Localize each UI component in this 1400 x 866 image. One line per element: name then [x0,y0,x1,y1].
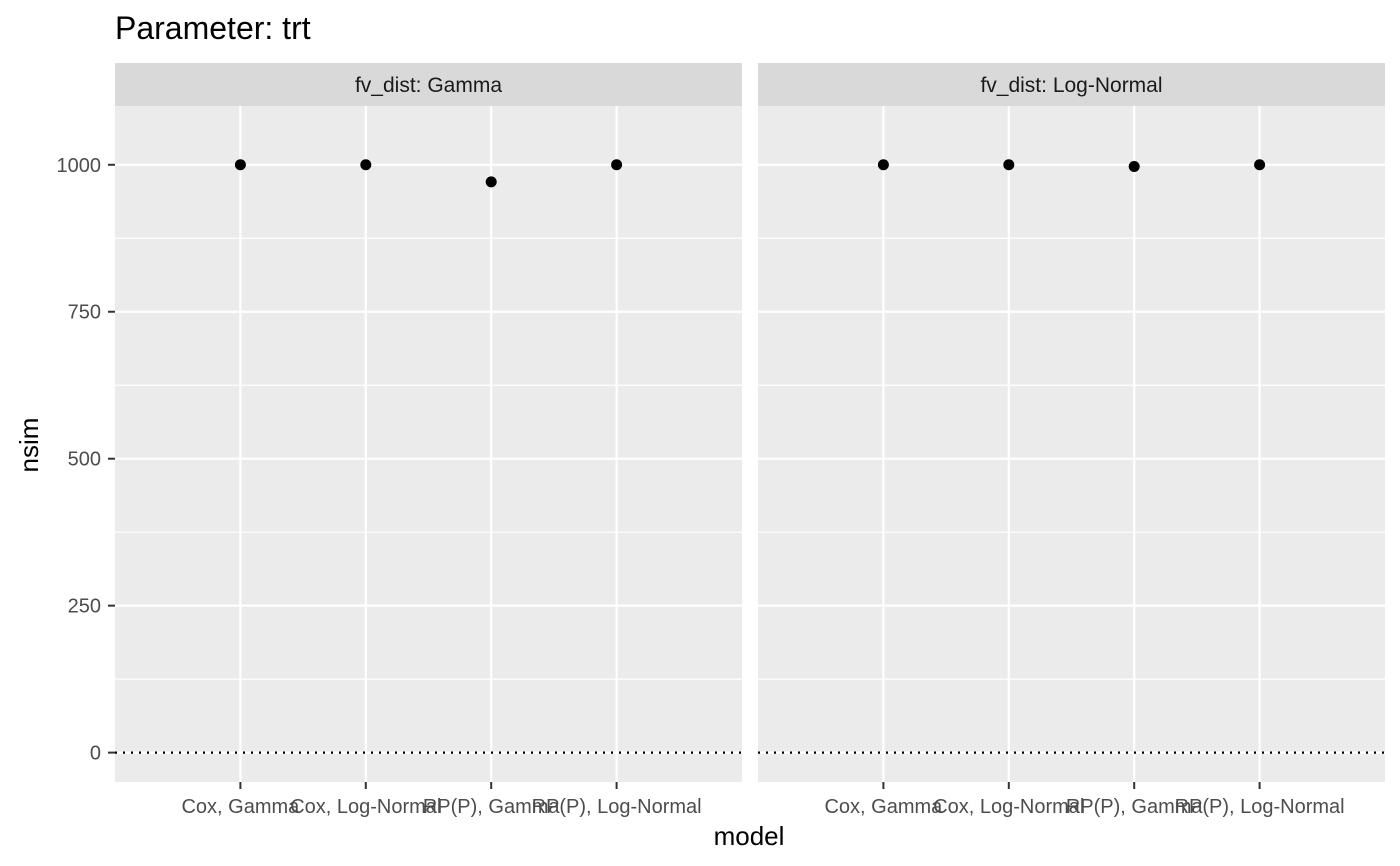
data-point [1128,161,1140,173]
data-point [485,176,497,188]
data-point [360,159,372,171]
y-tick-label: 0 [90,743,101,765]
y-tick-label: 1000 [57,155,102,177]
facet-strip [758,63,1385,106]
y-tick-label: 500 [68,449,101,471]
data-point [1003,159,1015,171]
chart-title: Parameter: trt [115,10,311,46]
y-axis: 0 250 500 750 1000 [57,155,115,765]
x-tick-label: Cox, Gamma [824,796,943,818]
data-point [877,159,889,171]
panel-background [758,106,1385,782]
y-tick-label: 750 [68,302,101,324]
x-tick-label: Cox, Log-Normal [290,796,441,818]
x-axis-title: model [714,821,785,851]
facet-strip [115,63,742,106]
x-tick-label: RP(P), Gamma [423,796,561,818]
x-tick-label: RP(P), Log-Normal [1175,796,1345,818]
facet-strip-label: fv_dist: Gamma [355,74,502,97]
panel-background [115,106,742,782]
x-tick-label: Cox, Log-Normal [933,796,1084,818]
x-tick-label: RP(P), Gamma [1066,796,1204,818]
data-point [234,159,246,171]
data-point [611,159,623,171]
x-tick-label: RP(P), Log-Normal [532,796,702,818]
facet-strip-label: fv_dist: Log-Normal [980,74,1162,97]
y-tick-label: 250 [68,596,101,618]
y-axis-title: nsim [14,418,44,473]
data-point [1254,159,1266,171]
x-tick-label: Cox, Gamma [181,796,300,818]
